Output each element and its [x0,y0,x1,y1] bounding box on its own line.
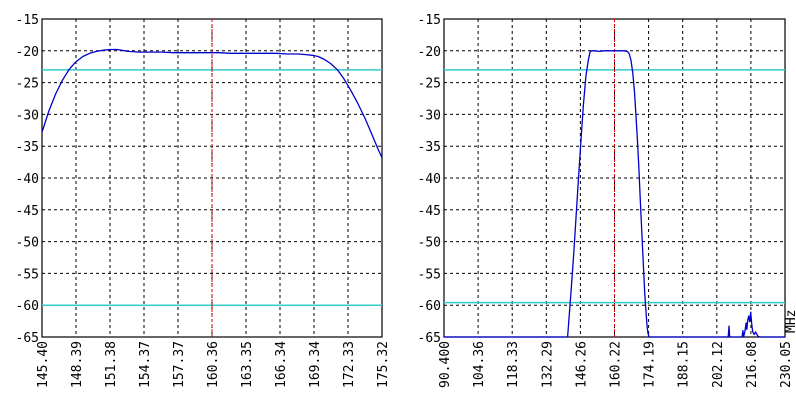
x-tick-label: 169.34 [308,341,323,388]
x-tick-label: 90.400 [438,341,453,388]
x-tick-label: 132.29 [540,341,555,388]
x-tick-label: 216.08 [745,341,760,388]
x-tick-label: 146.26 [574,341,589,388]
x-tick-label: 163.35 [240,341,255,388]
y-tick-label: -40 [418,172,441,187]
x-tick-label: 151.38 [104,341,119,388]
y-tick-label: -35 [418,140,441,155]
x-tick-label: 157.37 [172,341,187,388]
response-curve [444,50,785,338]
y-tick-label: -20 [418,45,441,60]
x-tick-label: 148.39 [70,341,85,388]
x-tick-label: 172.33 [342,341,357,388]
y-tick-label: -15 [418,13,441,28]
x-tick-label: 154.37 [138,341,153,388]
y-tick-label: -30 [16,108,39,123]
y-tick-label: -25 [16,77,39,92]
x-tick-label: 104.36 [472,341,487,388]
y-tick-label: -50 [16,236,39,251]
y-tick-label: -55 [16,267,39,282]
x-tick-label: 118.33 [506,341,521,388]
y-tick-label: -15 [16,13,39,28]
y-tick-label: -50 [418,236,441,251]
y-tick-label: -35 [16,140,39,155]
y-tick-label: -55 [418,267,441,282]
y-tick-label: -45 [418,204,441,219]
x-tick-label: 145.40 [36,341,51,388]
y-tick-label: -30 [418,108,441,123]
y-tick-label: -60 [16,299,39,314]
y-tick-label: -25 [418,77,441,92]
x-tick-label: 166.34 [274,341,289,388]
response-curve [41,48,383,158]
y-tick-label: -65 [16,331,39,346]
x-tick-label: 188.15 [677,341,692,388]
y-tick-label: -45 [16,204,39,219]
x-tick-label: 202.12 [711,341,726,388]
y-tick-label: -65 [418,331,441,346]
y-tick-label: -40 [16,172,39,187]
x-unit-label: MHz [784,310,796,333]
x-tick-label: 230.05 [779,341,794,388]
x-tick-label: 174.19 [643,341,658,388]
x-tick-label: 160.36 [206,341,221,388]
y-tick-label: -60 [418,299,441,314]
x-tick-label: 175.32 [376,341,391,388]
y-tick-label: -20 [16,45,39,60]
x-tick-label: 160.22 [609,341,624,388]
